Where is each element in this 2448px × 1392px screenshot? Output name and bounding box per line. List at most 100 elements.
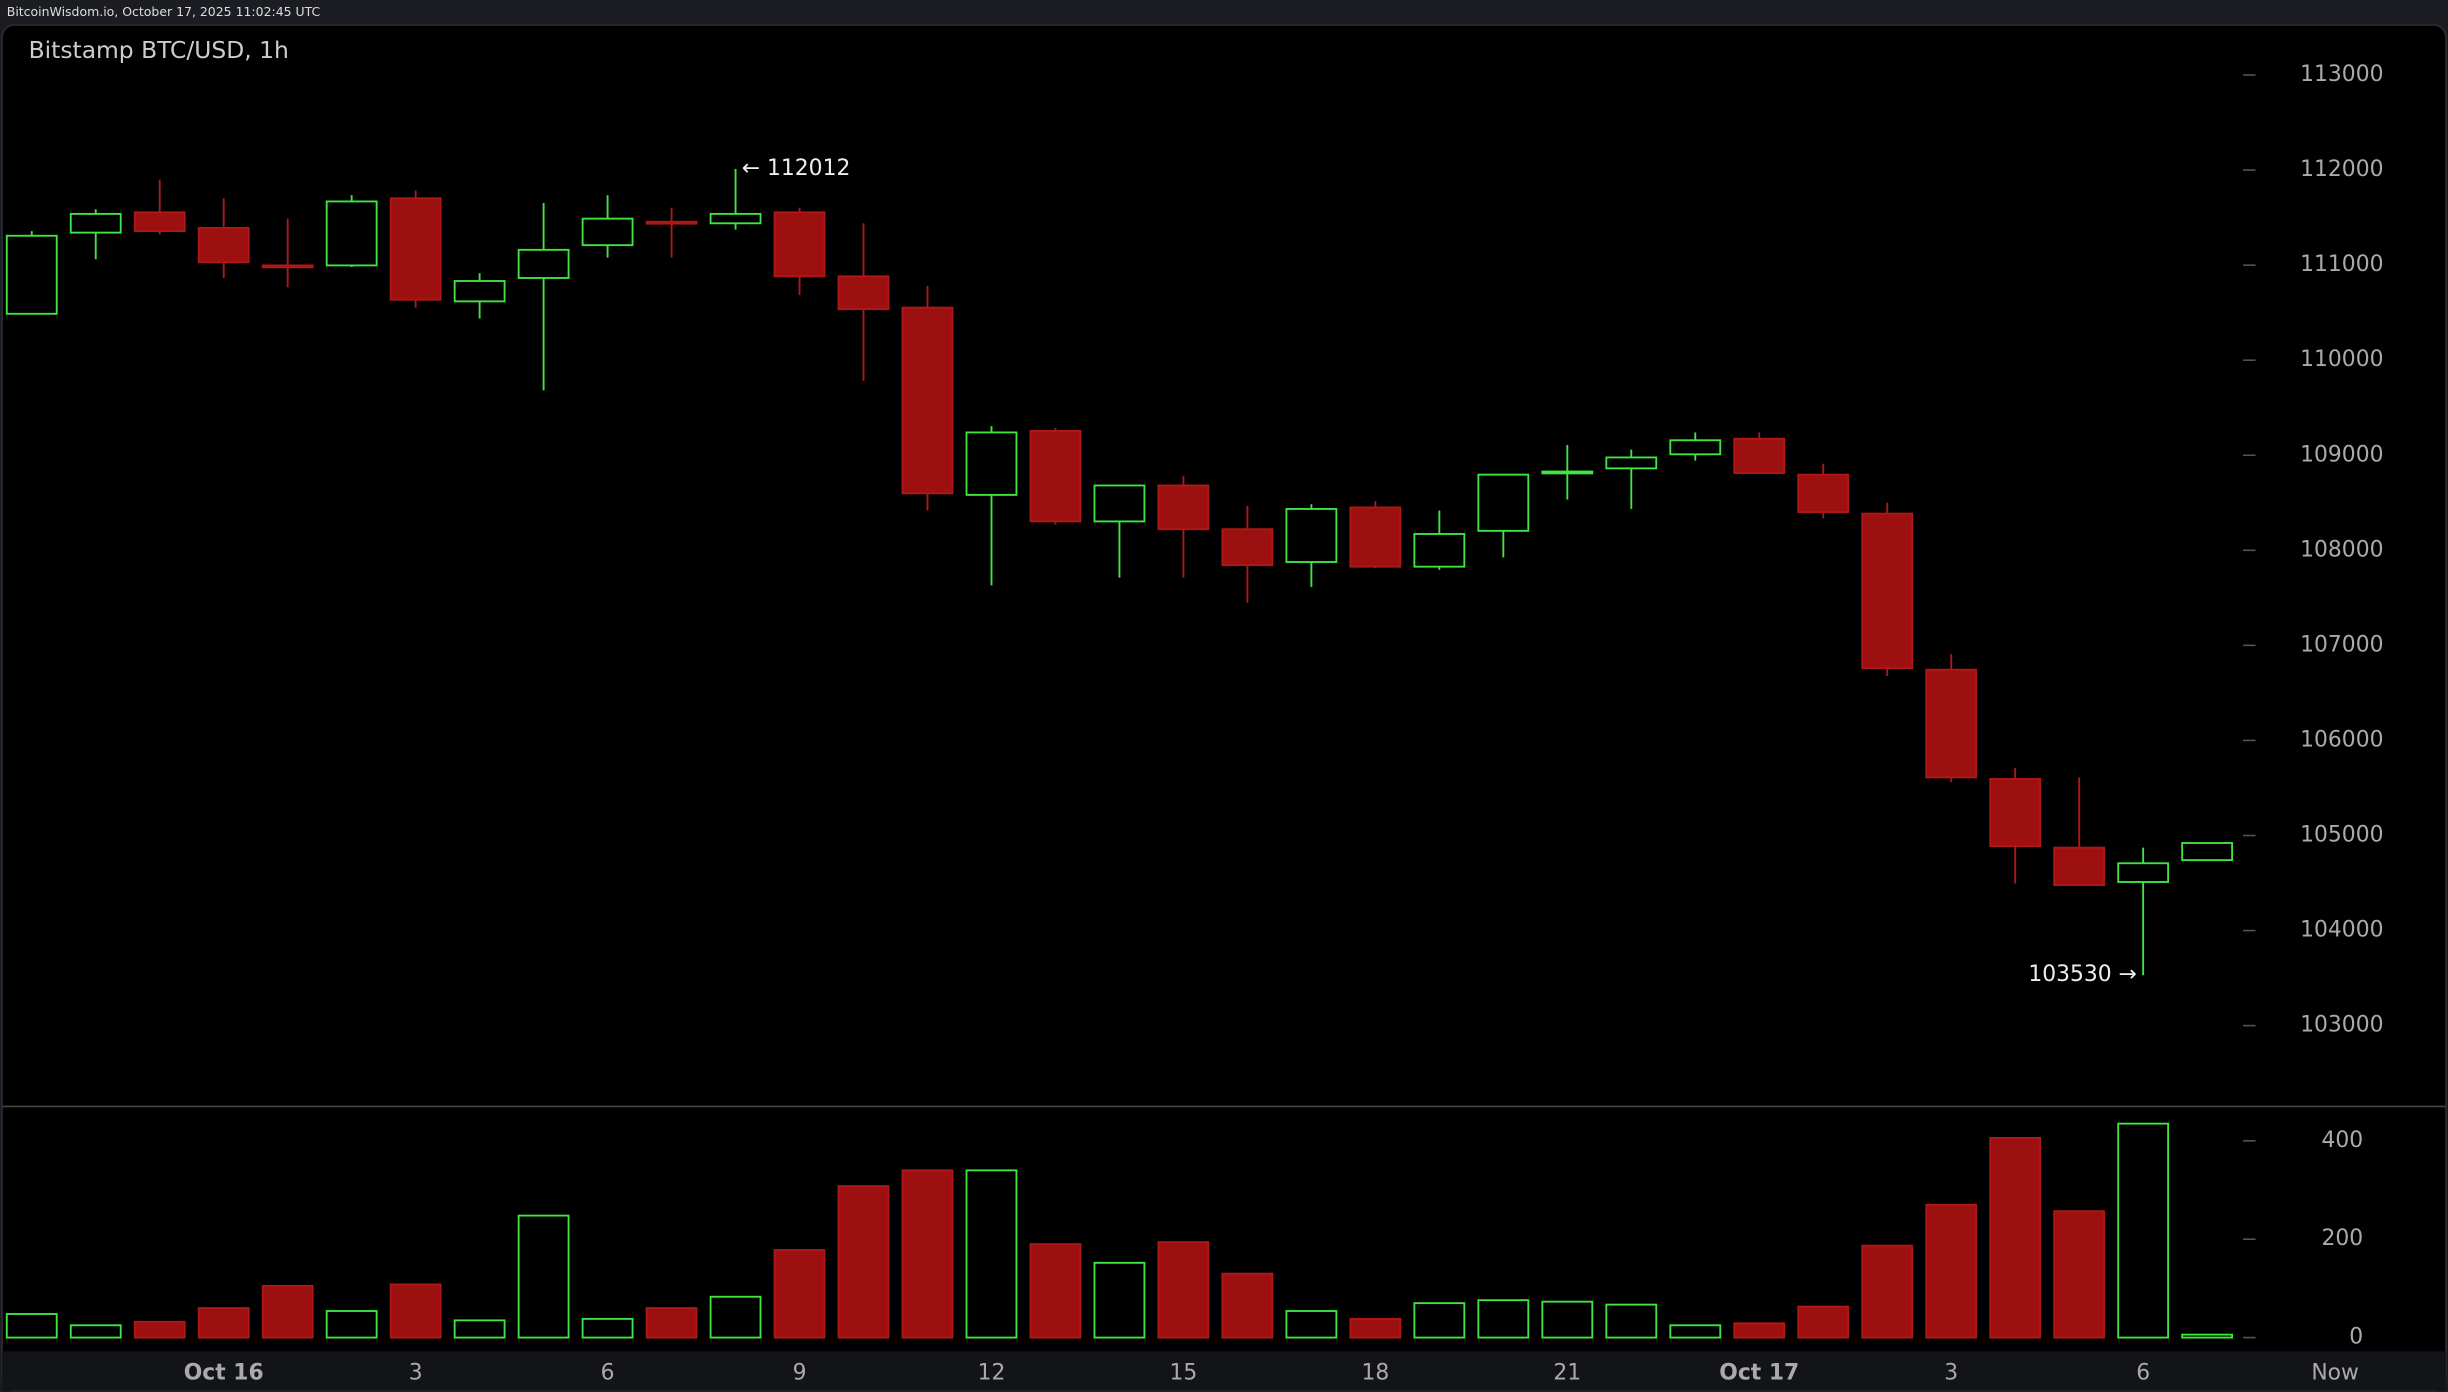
candle-body: [261, 264, 314, 269]
candle-body: [1221, 528, 1274, 567]
volume-bar: [1541, 1300, 1594, 1339]
volume-bar: [709, 1295, 762, 1339]
header-text: BitcoinWisdom.io, October 17, 2025 11:02…: [7, 4, 321, 19]
volume-bar: [453, 1319, 506, 1339]
candle-body: [645, 220, 698, 225]
candle-body: [453, 280, 506, 303]
price-annotation: ← 112012: [742, 156, 851, 181]
volume-bar: [2053, 1210, 2106, 1339]
candle-body: [1029, 429, 1082, 523]
volume-bar: [1477, 1299, 1530, 1339]
x-tick-label: 15: [1170, 1360, 1198, 1385]
candle-body: [1861, 512, 1914, 670]
volume-bar: [2181, 1333, 2234, 1339]
candle-body: [1477, 473, 1530, 532]
volume-bar: [837, 1185, 890, 1339]
volume-bar: [1925, 1203, 1978, 1339]
candle-body: [133, 211, 186, 233]
volume-bar: [5, 1313, 58, 1339]
x-tick-label: 3: [409, 1360, 423, 1385]
volume-bar: [1093, 1261, 1146, 1339]
volume-bar: [1989, 1136, 2042, 1339]
volume-bar: [1285, 1310, 1338, 1339]
candle-body: [1093, 484, 1146, 523]
candle-body: [1285, 508, 1338, 563]
candle-body: [1669, 439, 1722, 456]
y-tick-label: 107000: [2300, 632, 2383, 657]
y-tick-label: 111000: [2300, 252, 2383, 277]
volume-bar: [965, 1169, 1018, 1339]
candle-body: [1989, 778, 2042, 848]
x-tick-label: 18: [1361, 1360, 1389, 1385]
candle-body: [1413, 533, 1466, 568]
volume-bar: [1349, 1317, 1402, 1339]
volume-bar: [69, 1324, 122, 1339]
volume-bar: [133, 1320, 186, 1339]
candle-body: [1605, 456, 1658, 470]
x-axis-strip: [2, 1351, 2446, 1391]
volume-bar: [2117, 1122, 2170, 1339]
volume-bar: [197, 1307, 250, 1339]
chart-title: Bitstamp BTC/USD, 1h: [29, 36, 289, 64]
volume-bar: [901, 1169, 954, 1339]
price-annotation: 103530 →: [2028, 962, 2137, 987]
y-tick-label: 113000: [2300, 62, 2383, 87]
candle-body: [1541, 470, 1594, 475]
y-tick-label: 106000: [2300, 727, 2383, 752]
x-tick-label: 12: [978, 1360, 1006, 1385]
candle-body: [837, 275, 890, 311]
volume-tick-label: 0: [2349, 1325, 2363, 1350]
volume-bar: [645, 1307, 698, 1339]
volume-bar: [389, 1283, 442, 1339]
y-tick-label: 112000: [2300, 157, 2383, 182]
candle-body: [1733, 437, 1786, 474]
volume-bar: [325, 1310, 378, 1339]
candle-body: [1157, 484, 1210, 531]
volume-bar: [1797, 1305, 1850, 1339]
candle-body: [5, 234, 58, 315]
candle-body: [965, 431, 1018, 496]
candle-body: [1797, 473, 1850, 514]
volume-bar: [261, 1284, 314, 1339]
candle-body: [1925, 668, 1978, 779]
volume-bar: [773, 1249, 826, 1339]
x-tick-label: 6: [601, 1360, 615, 1385]
candle-body: [1349, 506, 1402, 568]
x-tick-label: 9: [793, 1360, 807, 1385]
volume-bar: [1861, 1244, 1914, 1339]
candle-body: [197, 227, 250, 264]
y-tick-label: 109000: [2300, 442, 2383, 467]
candle-body: [517, 248, 570, 279]
candle-body: [325, 200, 378, 267]
candle-body: [69, 212, 122, 234]
candle-body: [709, 212, 762, 225]
candle-body: [389, 197, 442, 301]
volume-bar: [1157, 1241, 1210, 1339]
x-tick-label: 6: [2136, 1360, 2150, 1385]
y-tick-label: 108000: [2300, 537, 2383, 562]
candle-body: [773, 211, 826, 278]
volume-tick-label: 200: [2322, 1226, 2364, 1251]
x-tick-label: Oct 16: [184, 1360, 264, 1385]
y-tick-label: 105000: [2300, 822, 2383, 847]
candle-body: [2117, 862, 2170, 883]
y-tick-label: 103000: [2300, 1013, 2383, 1038]
x-tick-label: Oct 17: [1719, 1360, 1799, 1385]
volume-bar: [1029, 1243, 1082, 1339]
candle-body: [2053, 846, 2106, 887]
volume-bar: [517, 1214, 570, 1339]
y-tick-label: 110000: [2300, 347, 2383, 372]
candle-body: [901, 306, 954, 495]
volume-bar: [1413, 1302, 1466, 1339]
volume-bar: [581, 1317, 634, 1339]
volume-bar: [1669, 1324, 1722, 1339]
x-tick-label: 21: [1553, 1360, 1581, 1385]
volume-bar: [1605, 1303, 1658, 1339]
volume-bar: [1221, 1272, 1274, 1339]
x-tick-label: Now: [2311, 1360, 2359, 1385]
candle-body: [2181, 842, 2234, 862]
volume-bar: [1733, 1322, 1786, 1339]
y-tick-label: 104000: [2300, 918, 2383, 943]
